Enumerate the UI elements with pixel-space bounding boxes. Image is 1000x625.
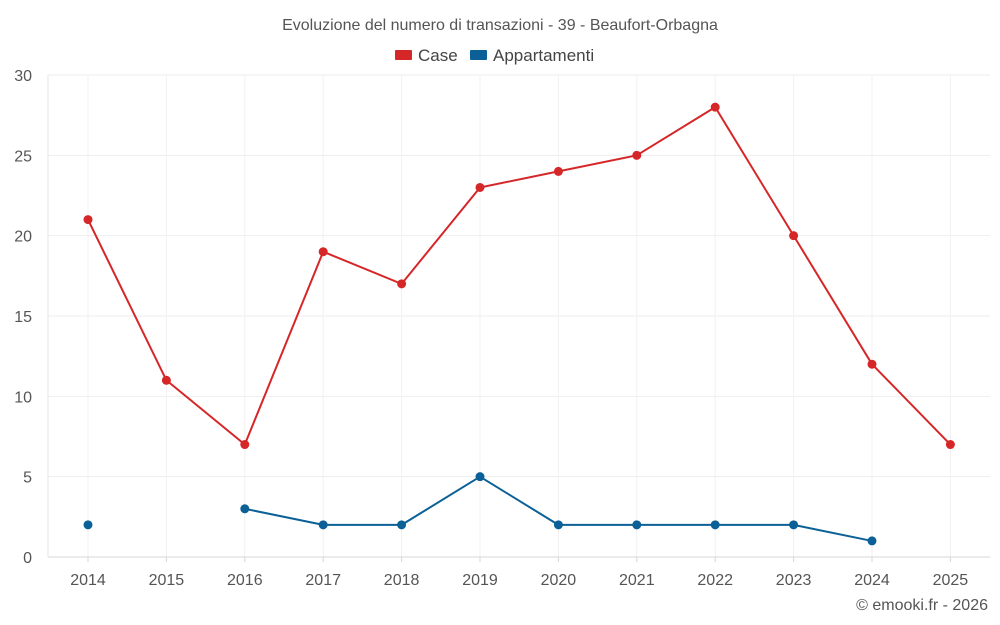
data-point[interactable]	[710, 520, 720, 530]
x-tick-label: 2018	[384, 572, 420, 589]
x-tick-label: 2022	[697, 572, 733, 589]
legend-swatch-case	[395, 50, 412, 60]
data-point[interactable]	[475, 182, 485, 192]
legend-label-case: Case	[418, 46, 458, 65]
legend-swatch-appartamenti	[470, 50, 487, 60]
y-tick-label: 0	[23, 550, 32, 567]
x-tick-label: 2021	[619, 572, 655, 589]
x-tick-label: 2019	[462, 572, 498, 589]
series-appartamenti	[83, 472, 877, 546]
x-tick-label: 2024	[854, 572, 890, 589]
x-tick-label: 2015	[149, 572, 185, 589]
data-point[interactable]	[632, 520, 642, 530]
data-point[interactable]	[318, 247, 328, 257]
data-point[interactable]	[318, 520, 328, 530]
chart-title: Evoluzione del numero di transazioni - 3…	[282, 17, 718, 34]
series-case	[83, 102, 955, 450]
x-tick-label: 2020	[541, 572, 577, 589]
data-point[interactable]	[475, 472, 485, 482]
chart-credit: © emooki.fr - 2026	[856, 597, 988, 614]
legend-label-appartamenti: Appartamenti	[493, 46, 594, 65]
y-tick-label: 30	[14, 68, 32, 85]
data-point[interactable]	[789, 231, 799, 241]
data-point[interactable]	[161, 375, 171, 385]
legend: Case Appartamenti	[395, 46, 594, 65]
data-point[interactable]	[397, 279, 407, 289]
data-point[interactable]	[240, 504, 250, 514]
x-tick-label: 2014	[70, 572, 106, 589]
data-point[interactable]	[240, 440, 250, 450]
data-point[interactable]	[632, 150, 642, 160]
series-layer	[83, 102, 955, 546]
x-tick-label: 2023	[776, 572, 812, 589]
data-point[interactable]	[710, 102, 720, 112]
y-tick-label: 10	[14, 389, 32, 406]
grid	[48, 74, 990, 557]
legend-item-appartamenti[interactable]: Appartamenti	[470, 46, 594, 65]
x-tick-label: 2016	[227, 572, 263, 589]
y-tick-label: 5	[23, 470, 32, 487]
y-tick-label: 15	[14, 309, 32, 326]
y-tick-label: 25	[14, 148, 32, 165]
legend-item-case[interactable]: Case	[395, 46, 458, 65]
data-point[interactable]	[553, 520, 563, 530]
y-tick-label: 20	[14, 229, 32, 246]
data-point[interactable]	[397, 520, 407, 530]
data-point[interactable]	[83, 215, 93, 225]
data-point[interactable]	[553, 166, 563, 176]
data-point[interactable]	[945, 440, 955, 450]
data-point[interactable]	[867, 359, 877, 369]
data-point[interactable]	[83, 520, 93, 530]
series-line	[87, 106, 952, 446]
data-point[interactable]	[789, 520, 799, 530]
data-point[interactable]	[867, 536, 877, 546]
x-tick-label: 2017	[305, 572, 341, 589]
x-tick-label: 2025	[933, 572, 969, 589]
